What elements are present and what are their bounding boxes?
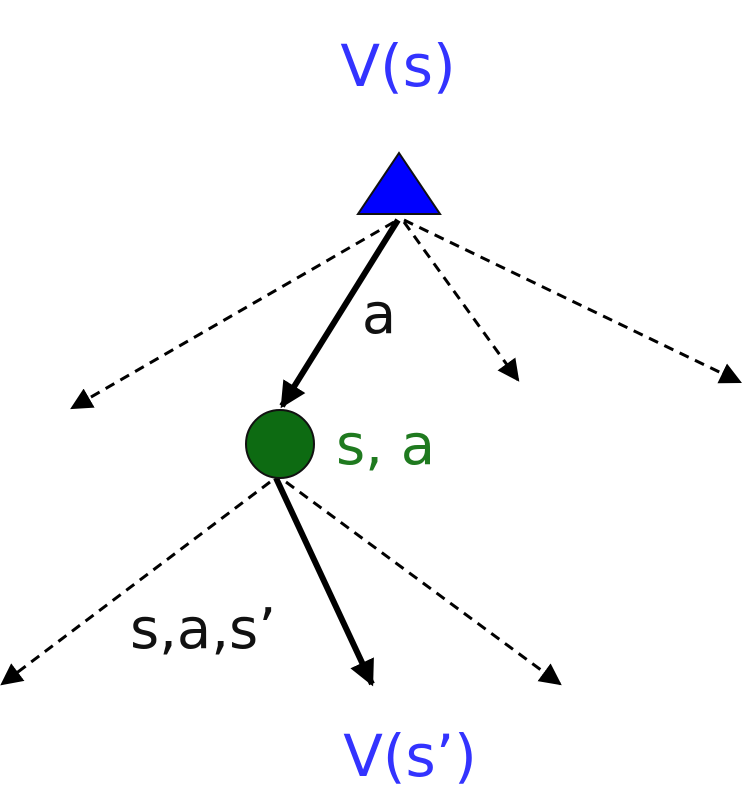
root-max-node <box>356 151 442 215</box>
root-dashed-edge-left <box>70 220 395 410</box>
next-value-label: V(s’) <box>343 722 477 790</box>
q-state-node <box>245 409 315 479</box>
q-state-label: s, a <box>336 413 435 478</box>
root-dashed-edge-middle <box>402 221 520 382</box>
root-dashed-edge-right <box>403 218 742 384</box>
transition-edge <box>273 476 375 687</box>
chance-dashed-edge-right <box>285 480 562 686</box>
action-label: a <box>362 282 396 347</box>
root-value-label: V(s) <box>340 32 455 100</box>
transition-label: s,a,s’ <box>130 597 276 662</box>
chance-dashed-edge-left <box>0 480 271 686</box>
action-edge <box>279 218 401 409</box>
